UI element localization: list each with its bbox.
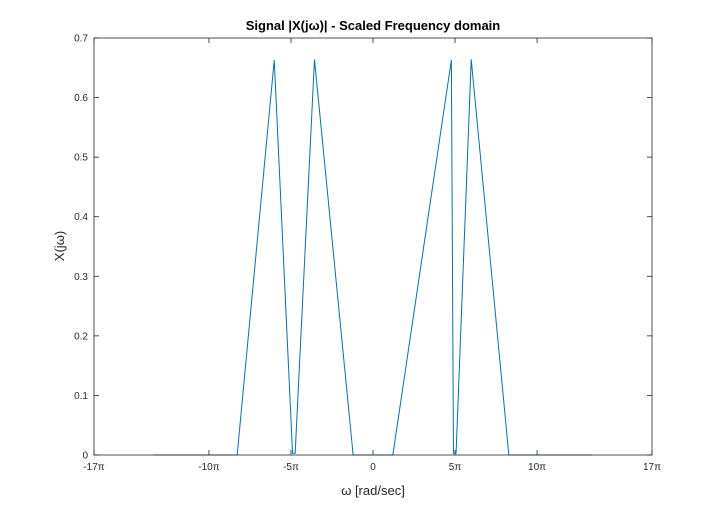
x-axis-label: ω [rad/sec] xyxy=(341,483,405,498)
y-axis-label: X(jω) xyxy=(52,231,67,261)
y-tick-label: 0.3 xyxy=(74,272,88,283)
y-tick-label: 0.7 xyxy=(74,34,88,45)
x-tick-label: 17π xyxy=(643,462,661,473)
x-tick-label: -17π xyxy=(83,462,104,473)
y-tick-label: 0.4 xyxy=(74,212,88,223)
y-tick-label: 0.2 xyxy=(74,331,88,342)
y-tick-label: 0.6 xyxy=(74,93,88,104)
chart-title: Signal |X(jω)| - Scaled Frequency domain xyxy=(246,18,501,33)
x-tick-label: -5π xyxy=(283,462,299,473)
y-axis-ticks: 0 0.1 0.2 0.3 0.4 0.5 0.6 0.7 xyxy=(74,34,652,462)
x-tick-label: 10π xyxy=(528,462,546,473)
y-tick-label: 0.5 xyxy=(74,153,88,164)
x-tick-label: -10π xyxy=(198,462,219,473)
plot-frame xyxy=(93,37,653,456)
x-tick-label: 0 xyxy=(370,462,376,473)
x-tick-label: 5π xyxy=(449,462,462,473)
y-tick-label: 0 xyxy=(82,451,88,462)
y-tick-label: 0.1 xyxy=(74,391,88,402)
x-axis-ticks: -17π -10π -5π 0 5π 10π 17π xyxy=(83,38,661,473)
plot-area xyxy=(94,38,652,455)
